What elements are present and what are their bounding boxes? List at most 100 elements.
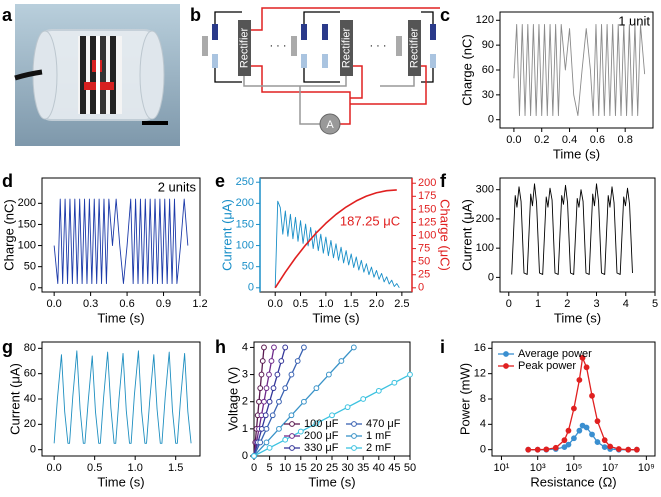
y-tick-label: 0 [480, 444, 486, 456]
data-point [391, 379, 398, 386]
x-axis-label: Time (s) [97, 310, 144, 325]
data-point [607, 443, 614, 450]
data-point [579, 354, 586, 361]
data-point [256, 398, 262, 405]
circuit-diagram [202, 7, 440, 135]
data-point [583, 424, 590, 431]
y-tick-label: 8 [480, 393, 486, 405]
y2-tick-label: 50 [418, 256, 430, 268]
x-tick-label: 4 [623, 298, 629, 310]
data-point [263, 385, 270, 392]
x-axis-label: Resistance (Ω) [530, 474, 616, 489]
x-tick-label: 0.2 [534, 134, 549, 146]
legend-label: 2 mF [366, 442, 391, 454]
y2-axis-label: Charge (μC) [438, 199, 453, 271]
data-point [263, 439, 270, 446]
data-point [276, 398, 282, 405]
y-tick-label: 12 [474, 368, 486, 380]
plot-frame [41, 341, 201, 457]
panel-label: g [2, 337, 13, 357]
y-tick-label: 60 [24, 368, 36, 380]
data-point [262, 412, 269, 419]
data-point [301, 398, 307, 405]
data-point [325, 371, 332, 378]
annotation: 1 unit [618, 13, 650, 28]
y-tick-label: 90 [482, 39, 494, 51]
data-point [261, 344, 267, 351]
legend-label: 470 μF [366, 418, 401, 430]
data-point [278, 358, 285, 364]
data-point [282, 344, 289, 351]
y2-tick-label: 0 [418, 282, 424, 294]
data-point [534, 446, 541, 453]
x-tick-label: 2.0 [369, 298, 384, 310]
x-tick-label: 10³ [530, 462, 546, 474]
data-point [601, 437, 608, 444]
y-tick-label: 300 [476, 184, 494, 196]
data-point [251, 453, 257, 459]
x-tick-label: 0 [506, 298, 512, 310]
x-tick-label: 35 [357, 462, 369, 474]
y-tick-label: 40 [24, 393, 36, 405]
rectifier-label: Rectifier [408, 27, 420, 68]
data-line [513, 23, 646, 117]
data-point [257, 385, 264, 392]
x-tick-label: 1.0 [128, 462, 143, 474]
data-point [270, 385, 277, 392]
x-tick-label: 3 [593, 298, 599, 310]
y-tick-label: 150 [18, 218, 36, 230]
data-point [525, 446, 532, 453]
x-tick-label: 2 [564, 298, 570, 310]
x-tick-label: 10 [279, 462, 291, 474]
y-tick-label: 0 [30, 444, 36, 456]
panel-label: e [215, 171, 225, 191]
data-point [266, 371, 272, 378]
data-point [294, 358, 301, 364]
data-point [350, 344, 357, 351]
y-axis-label: Voltage (V) [225, 367, 240, 431]
y2-tick-label: 150 [418, 203, 436, 215]
x-tick-label: 0.0 [268, 298, 283, 310]
legend-label: 1 mF [366, 430, 391, 442]
data-point [266, 398, 273, 405]
y-axis-label: Current (μA) [7, 363, 22, 435]
y2-tick-label: 175 [418, 190, 436, 202]
data-point [552, 444, 559, 451]
x-tick-label: 10⁵ [566, 462, 583, 474]
y-axis-label: Charge (nC) [1, 199, 16, 271]
y-tick-label: 60 [482, 64, 494, 76]
y-tick-label: 100 [476, 242, 494, 254]
data-point [258, 425, 265, 432]
y-axis-label: Current (μA) [219, 199, 234, 271]
photo [14, 4, 180, 146]
y-tick-label: 30 [482, 89, 494, 101]
y-tick-label: 20 [24, 418, 36, 430]
y-tick-label: 16 [474, 342, 486, 354]
x-tick-label: 1.0 [318, 298, 333, 310]
data-point [271, 344, 277, 351]
panel-label: d [2, 171, 13, 191]
data-point [576, 377, 583, 383]
legend-marker [503, 363, 509, 369]
data-point [288, 412, 295, 419]
data-point [282, 385, 289, 392]
data-point [263, 425, 270, 432]
data-line [274, 189, 397, 289]
data-point [282, 436, 289, 443]
data-point [565, 427, 572, 434]
legend-marker [289, 445, 295, 451]
data-point [601, 444, 608, 451]
data-point [338, 358, 345, 364]
y-tick-label: 100 [18, 239, 36, 251]
y-axis-label: Current (μA) [459, 199, 474, 271]
data-point [407, 371, 413, 378]
x-tick-label: 1 [535, 298, 541, 310]
x-tick-label: 0.8 [618, 134, 633, 146]
legend-marker [289, 421, 295, 427]
data-point [589, 431, 595, 438]
y-tick-label: 3 [242, 368, 248, 380]
x-axis-label: Time (s) [312, 310, 359, 325]
data-point [561, 444, 568, 451]
legend-marker [351, 445, 357, 451]
